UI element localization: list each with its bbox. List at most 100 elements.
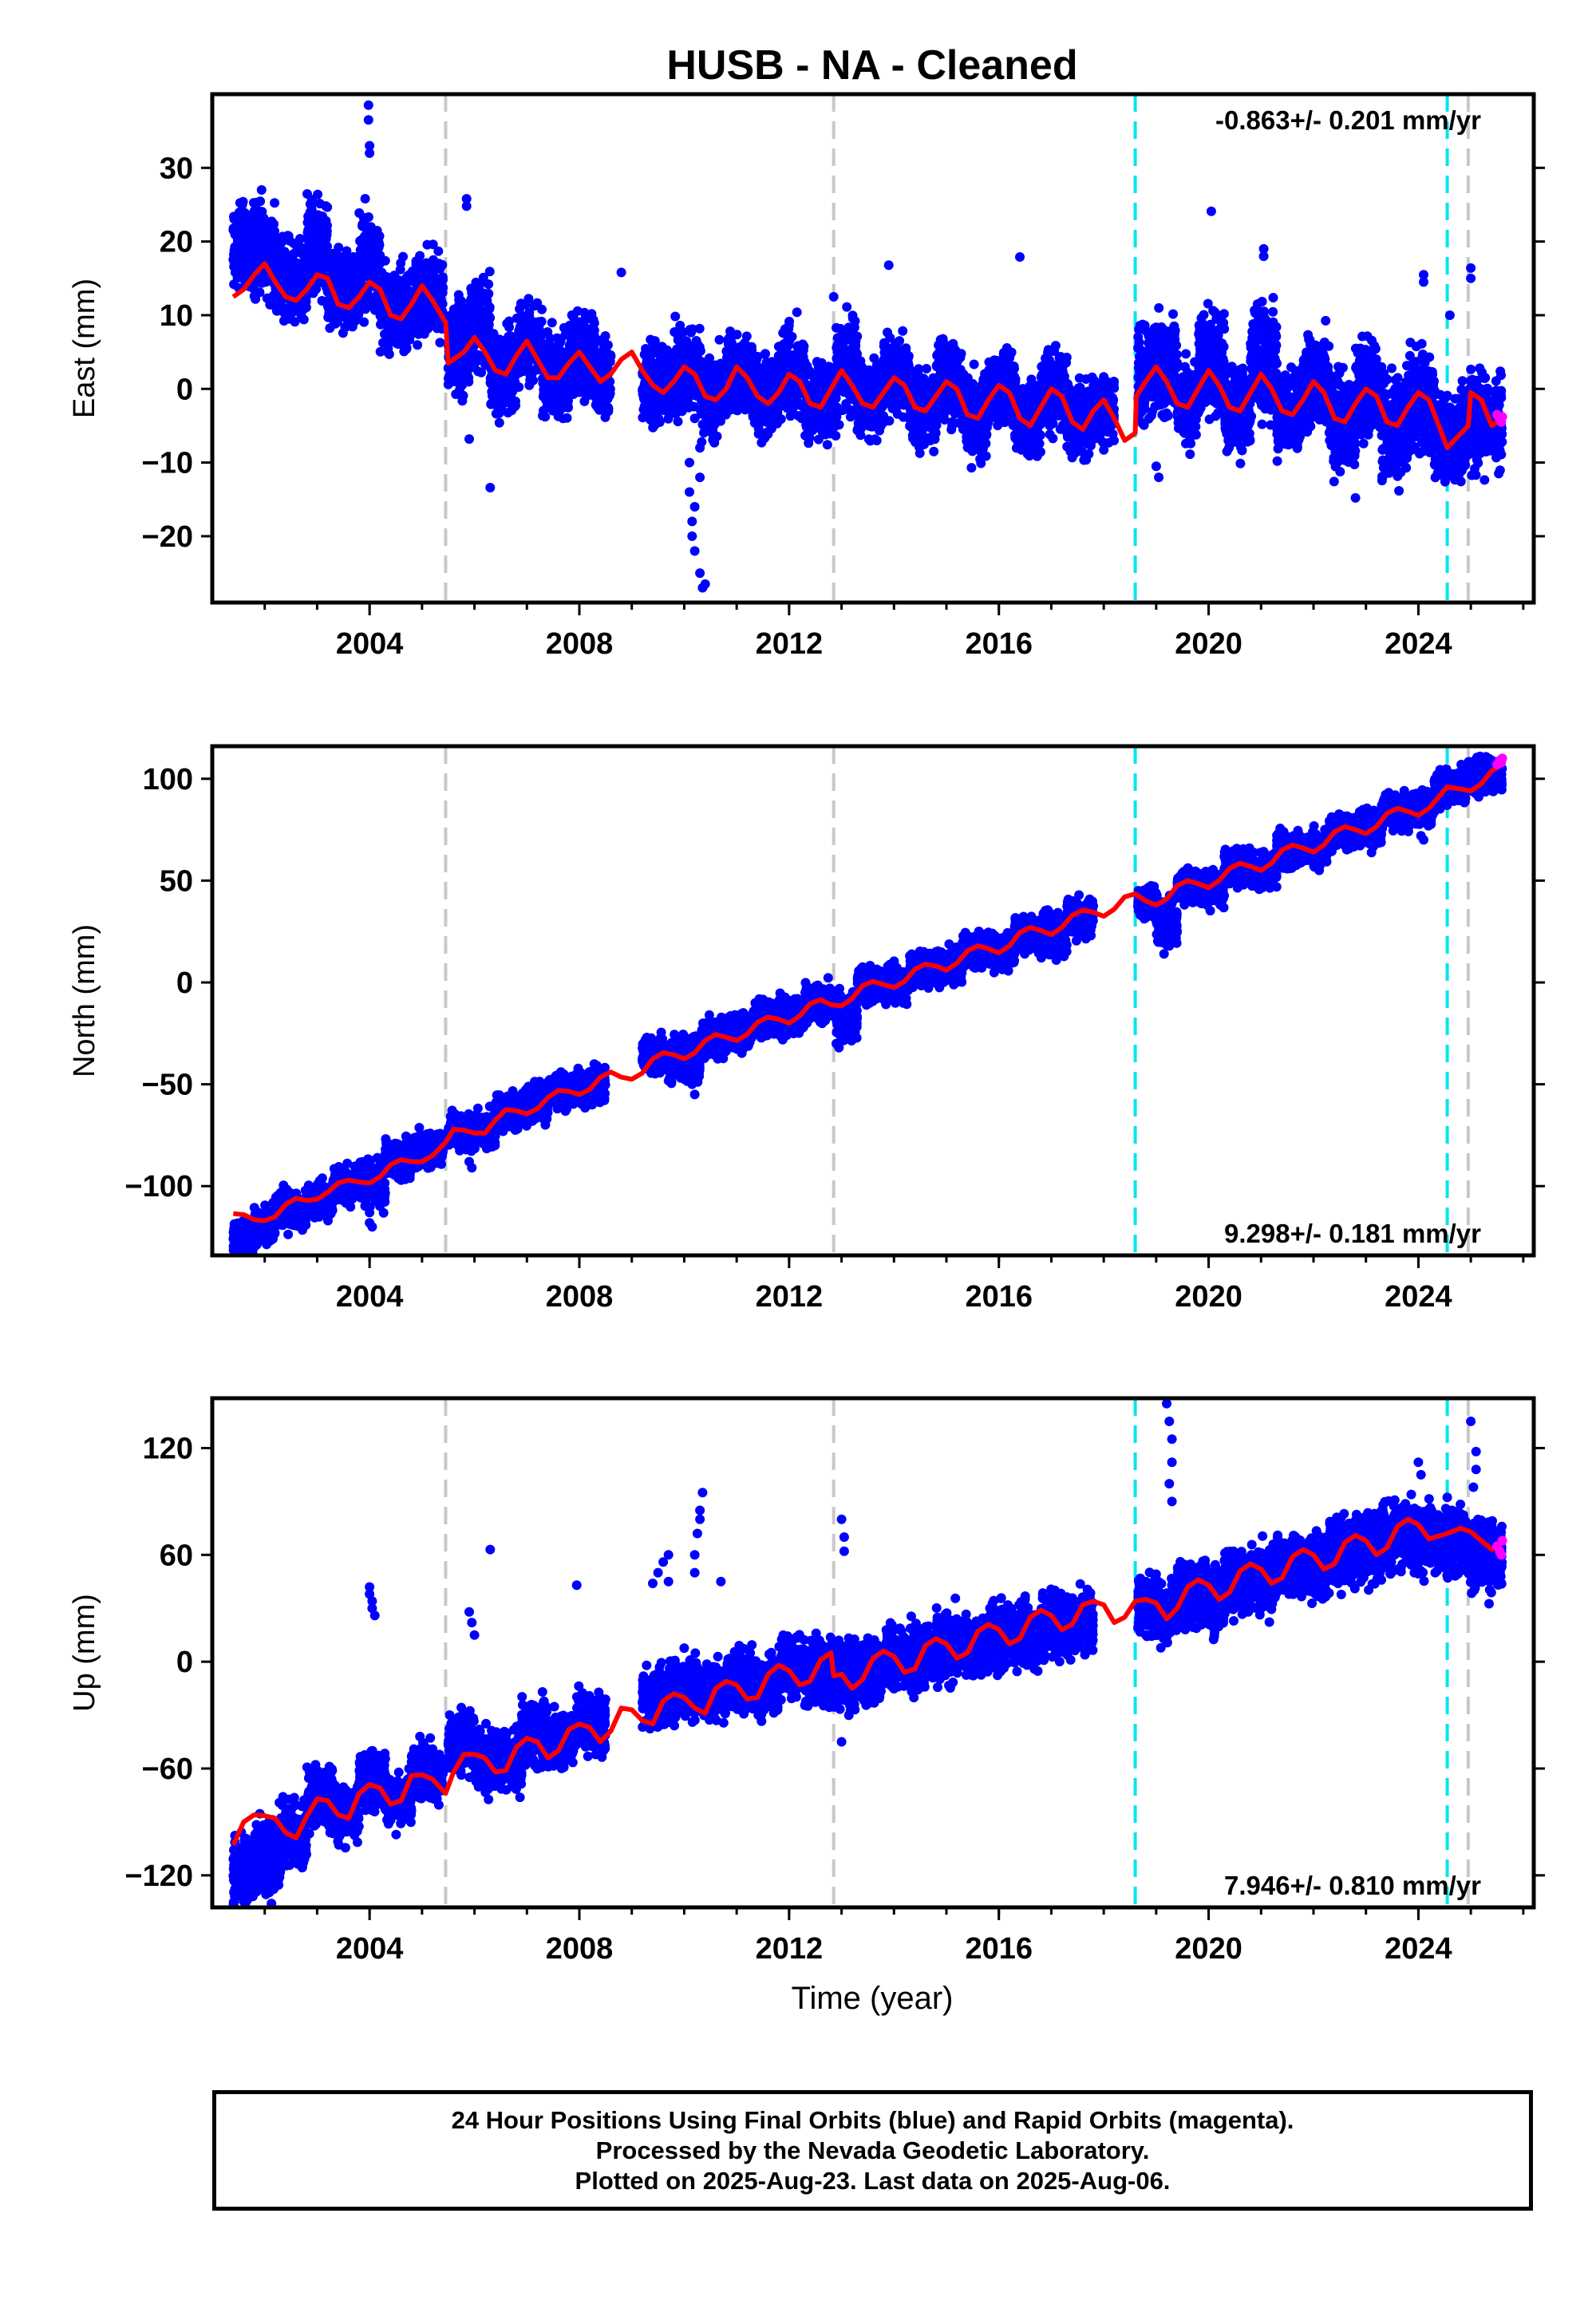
east-final-point [808,425,818,436]
east-final-point [662,403,673,413]
east-final-point [832,322,841,333]
east-final-point [547,394,558,404]
east-final-point [670,311,681,322]
east-final-point [303,259,314,269]
east-final-point [370,234,381,244]
east-final-point [504,331,514,342]
east-final-point [687,324,697,334]
east-final-point [753,423,764,433]
east-final-point [408,274,418,284]
east-final-point [476,367,487,377]
east-final-point [229,211,239,222]
east-final-point [415,251,425,261]
east-final-point [250,251,260,262]
east-final-point [673,335,683,345]
east-final-point [255,219,265,229]
east-final-point [784,385,794,396]
east-final-point [255,196,266,207]
east-final-point [279,316,289,326]
east-final-point [683,397,693,408]
east-final-point [330,308,340,318]
east-final-point [596,385,606,395]
east-final-point [652,360,662,370]
east-final-point [290,248,300,258]
east-final-point [322,220,332,231]
east-final-point [346,278,356,288]
east-final-point [804,438,814,449]
east-final-point [412,326,422,337]
east-final-point [723,363,733,373]
east-final-point [537,304,547,314]
east-final-point [484,302,495,312]
east-final-point [393,289,403,299]
east-final-point [822,440,832,450]
east-final-point [570,338,580,348]
east-final-point [262,224,272,235]
east-final-point [229,262,239,272]
east-final-point [249,206,259,216]
east-final-point [457,396,468,406]
east-final-point [290,265,301,275]
east-final-point [592,402,602,413]
east-final-point [359,247,369,256]
east-final-point [555,338,565,348]
east-final-point [779,363,789,373]
east-final-point [359,317,369,327]
east-final-point [274,252,284,263]
east-final-point [419,314,429,323]
east-final-point [582,328,592,338]
east-final-point [515,325,524,335]
east-final-point [480,330,490,341]
east-final-point [338,259,349,269]
east-final-point [735,385,745,395]
east-final-point [256,185,267,195]
east-final-point [643,359,654,370]
east-final-point [310,222,320,232]
east-final-point [436,295,446,306]
east-final-point [456,358,466,369]
east-final-point [884,416,895,426]
east-final-orbit-points [228,100,1507,593]
east-final-point [675,390,685,400]
east-final-point [587,309,597,319]
east-final-point [396,258,406,268]
east-final-point [355,273,365,283]
east-final-point [271,306,282,316]
east-final-point [386,282,397,292]
east-final-point [504,397,514,408]
east-final-point [565,320,575,330]
east-final-point [236,245,247,255]
east-final-point [759,432,769,442]
east-final-point [823,412,833,422]
east-final-point [535,318,545,329]
east-final-point [257,239,267,250]
east-final-point [866,391,876,401]
east-final-point [723,339,733,350]
east-final-point [249,291,259,302]
east-final-point [466,283,476,294]
east-final-point [575,387,585,397]
east-final-point [437,259,448,270]
east-final-point [752,362,762,372]
east-final-point [242,218,252,228]
east-final-point [714,334,725,345]
east-final-point [847,310,858,321]
east-final-point [282,231,293,241]
east-final-point [599,333,610,343]
east-final-point [230,246,239,256]
east-final-point [487,340,497,350]
east-final-point [469,318,480,329]
east-final-point [304,247,314,257]
east-final-point [831,431,841,441]
east-final-point [323,255,334,265]
east-plot-area [228,94,1507,603]
east-final-point [307,195,317,205]
chart-title: HUSB - NA - Cleaned [666,42,1077,89]
east-final-point [358,212,369,223]
east-final-point [547,318,557,328]
east-final-point [835,351,845,362]
east-final-point [589,318,599,328]
east-final-point [332,269,342,279]
